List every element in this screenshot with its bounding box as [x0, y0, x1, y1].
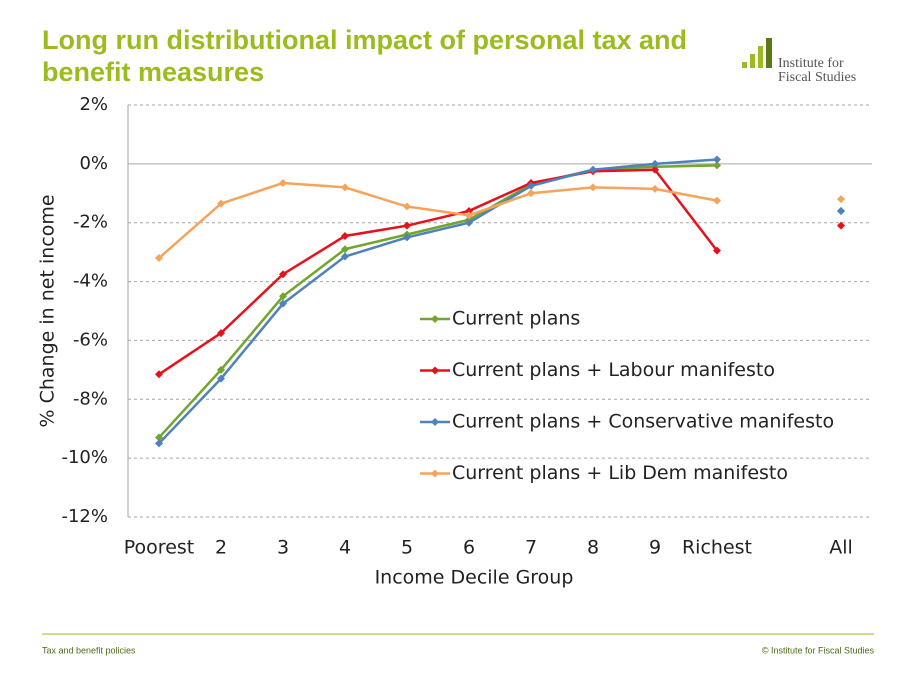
point: [589, 165, 597, 174]
footer-right: © Institute for Fiscal Studies: [762, 645, 875, 655]
point: [465, 206, 473, 215]
point: [837, 221, 845, 230]
y-tick-label: -12%: [61, 506, 108, 527]
x-tick-label: 8: [587, 537, 599, 559]
y-axis-label: % Change in net income: [37, 194, 59, 427]
point: [279, 178, 287, 187]
x-tick-label: 4: [339, 537, 351, 559]
chart-title: Long run distributional impact of person…: [42, 25, 688, 87]
point: [837, 195, 845, 204]
legend-label: Current plans + Labour manifesto: [452, 359, 775, 381]
point: [341, 231, 349, 240]
legend-label: Current plans + Lib Dem manifesto: [452, 462, 788, 484]
series-line: [159, 183, 841, 258]
point: [403, 202, 411, 211]
series-line: [159, 170, 841, 375]
point: [217, 199, 225, 208]
point: [713, 155, 721, 164]
point: [465, 218, 473, 227]
x-tick-label: Poorest: [124, 537, 194, 559]
point: [155, 439, 163, 448]
x-tick-label: 9: [649, 537, 661, 559]
y-tick-label: -6%: [73, 329, 108, 350]
point: [465, 211, 473, 220]
x-tick-label: Richest: [682, 537, 752, 559]
x-tick-label: 7: [525, 537, 537, 559]
legend-marker: [431, 418, 439, 426]
point: [341, 183, 349, 192]
point: [527, 181, 535, 190]
logo-text: Institute for: [778, 56, 844, 71]
logo-bar: [750, 54, 755, 68]
y-tick-label: -8%: [73, 388, 108, 409]
point: [713, 246, 721, 255]
point: [155, 433, 163, 442]
point: [155, 254, 163, 263]
point: [837, 206, 845, 215]
point: [651, 165, 659, 174]
x-tick-label: 2: [215, 537, 227, 559]
point: [279, 292, 287, 301]
y-tick-label: 0%: [79, 153, 108, 174]
y-tick-label: -10%: [61, 447, 108, 468]
point: [651, 159, 659, 168]
logo-bar: [758, 46, 763, 68]
point: [217, 329, 225, 338]
y-tick-label: -4%: [73, 271, 108, 292]
logo-bar: [742, 62, 747, 68]
point: [341, 245, 349, 254]
point: [279, 299, 287, 308]
footer-left: Tax and benefit policies: [42, 645, 136, 655]
point: [403, 221, 411, 230]
y-tick-label: 2%: [79, 94, 108, 115]
legend-marker: [431, 366, 439, 375]
point: [155, 370, 163, 379]
point: [527, 189, 535, 198]
point: [217, 365, 225, 374]
point: [713, 196, 721, 205]
legend-marker: [431, 469, 439, 478]
point: [279, 270, 287, 279]
point: [341, 252, 349, 261]
logo-text: Fiscal Studies: [778, 70, 856, 85]
point: [589, 183, 597, 192]
legend-label: Current plans: [452, 308, 580, 330]
x-tick-label: 5: [401, 537, 413, 559]
x-axis-label: Income Decile Group: [375, 567, 574, 589]
point: [713, 161, 721, 170]
point: [651, 184, 659, 193]
point: [403, 233, 411, 242]
x-tick-label: All: [829, 537, 853, 559]
x-tick-label: 3: [277, 537, 289, 559]
point: [217, 374, 225, 383]
legend-marker: [431, 315, 439, 323]
x-tick-label: 6: [463, 537, 475, 559]
series-line: [159, 165, 841, 437]
legend-label: Current plans + Conservative manifesto: [452, 411, 834, 433]
logo-bar: [766, 38, 772, 68]
y-tick-label: -2%: [73, 212, 108, 233]
